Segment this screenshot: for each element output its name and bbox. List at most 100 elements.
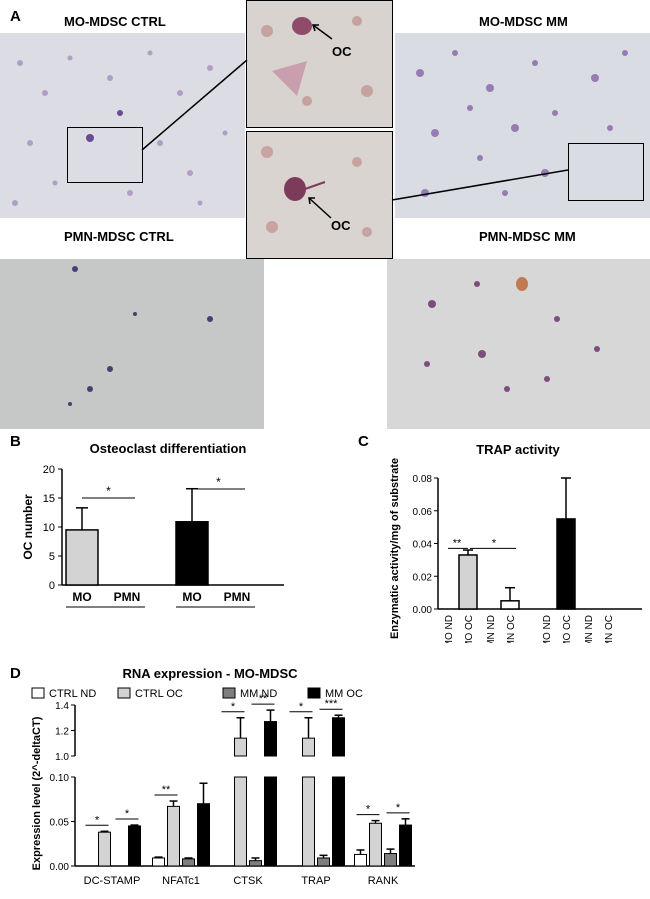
micrograph-pmn-ctrl (0, 259, 264, 429)
chart-d-legend-label: MM ND (240, 688, 277, 700)
zoom-connector-lines (141, 59, 569, 201)
chart-b-ylabel: OC number (21, 494, 35, 560)
chart-d-x-tick-label: NFATc1 (162, 875, 200, 887)
chart-c-x-tick-label: PMN OC (604, 615, 615, 643)
micrograph-mo-mm (395, 33, 650, 218)
chart-d-legend-label: CTRL ND (49, 688, 96, 700)
chart-c-bar (458, 554, 478, 610)
inset-bottom-image (247, 132, 392, 258)
chart-d-bar (128, 825, 141, 867)
chart-d-significance-mark: * (95, 814, 100, 826)
chart-b-group-label: CTRL MDSC (73, 612, 138, 613)
chart-c-x-tick-label: MO ND (542, 615, 553, 643)
chart-d-significance-mark: * (231, 701, 236, 713)
inset-top: OC (246, 0, 393, 128)
chart-d-bar (98, 831, 111, 867)
oc-label-bottom: OC (331, 218, 351, 233)
micrograph-mo-ctrl (0, 33, 245, 218)
chart-d-bar (399, 824, 412, 867)
chart-d-bar (369, 822, 382, 867)
chart-d-x-tick-label: DC-STAMP (84, 875, 141, 887)
chart-d-bar (264, 721, 277, 757)
chart-d-significance-mark: * (125, 808, 130, 820)
chart-b-significance-mark: * (216, 475, 221, 489)
chart-c-title: TRAP activity (476, 442, 560, 457)
chart-c-y-tick-label: 0.08 (413, 474, 433, 485)
chart-d-significance-mark: *** (325, 698, 339, 710)
chart-c-y-tick-label: 0.00 (413, 605, 433, 616)
chart-d-bar (354, 853, 367, 867)
chart-d-x-tick-label: CTSK (233, 875, 263, 887)
label-pmn-ctrl: PMN-MDSC CTRL (64, 229, 174, 244)
chart-d-bar (197, 803, 210, 867)
chart-d-bar (182, 858, 195, 867)
chart-b-y-tick-label: 15 (43, 493, 55, 505)
label-pmn-mm: PMN-MDSC MM (479, 229, 576, 244)
chart-b-y-tick-label: 20 (43, 464, 55, 476)
chart-d-y-tick-label: 1.2 (55, 727, 69, 738)
micrograph-pmn-ctrl-image (0, 259, 264, 429)
chart-d-y-tick-label: 0.05 (50, 818, 70, 829)
chart-c-y-tick-label: 0.06 (413, 507, 433, 518)
chart-d-bar (317, 857, 330, 867)
chart-b-bar (65, 529, 99, 586)
chart-d-bar (234, 776, 247, 867)
chart-c-x-tick-label: MO OC (464, 615, 475, 643)
chart-d-rna: RNA expression - MO-MDSC CTRL ND CTRL OC MM… (31, 666, 415, 887)
chart-d-y-tick-label: 0.00 (50, 862, 70, 873)
chart-d-legend-label: MM OC (325, 688, 363, 700)
chart-b-title: Osteoclast differentiation (90, 441, 247, 456)
chart-d-bar (302, 737, 315, 757)
chart-c-x-tick-label: PMN ND (486, 615, 497, 643)
chart-d-y-tick-label: 1.0 (55, 752, 69, 763)
chart-d-bar (234, 737, 247, 757)
inset-bottom: OC (246, 131, 393, 259)
chart-d-significance-mark: * (366, 804, 371, 816)
oc-arrow-top (311, 24, 333, 40)
chart-c-y-tick-label: 0.02 (413, 572, 433, 583)
chart-c-x-tick-label: PMN OC (506, 615, 517, 643)
chart-d-bar (167, 805, 180, 867)
chart-b-osteoclast: Osteoclast differentiation 0 5 10 15 20 OC num… (21, 441, 284, 613)
chart-d-x-tick-label: TRAP (301, 875, 330, 887)
chart-d-legend-swatch (307, 687, 321, 699)
panel-c-letter: C (358, 433, 369, 450)
chart-b-group-label: MM MDSC (188, 612, 242, 613)
chart-b-y-tick-label: 10 (43, 522, 55, 534)
chart-b-x-tick-label: PMN (114, 590, 141, 604)
chart-d-bar (249, 860, 262, 867)
chart-b-x-tick-label: PMN (224, 590, 251, 604)
chart-c-significance-mark: ** (453, 537, 462, 549)
chart-c-x-tick-label: MO OC (562, 615, 573, 643)
chart-b-y-tick-label: 0 (49, 580, 55, 592)
label-mo-mm: MO-MDSC MM (479, 14, 568, 29)
chart-d-ylabel: Expression level (2^-deltaCT) (31, 716, 43, 870)
chart-c-trap: TRAP activity 0.00 0.02 0.04 0.06 0.08 Enzymat… (389, 442, 642, 643)
chart-d-bar (332, 717, 345, 757)
chart-d-y-tick-label: 1.4 (55, 701, 69, 712)
chart-d-bar (332, 776, 345, 867)
chart-c-x-tick-label: PMN ND (584, 615, 595, 643)
chart-d-bar (302, 776, 315, 867)
zoom-box-mo-ctrl (67, 127, 143, 183)
inset-top-image (247, 1, 392, 127)
chart-d-significance-mark: * (299, 701, 304, 713)
micrograph-pmn-mm (387, 259, 650, 429)
chart-d-significance-mark: ** (259, 693, 268, 705)
chart-d-bar (384, 853, 397, 867)
chart-d-legend-label: CTRL OC (135, 688, 183, 700)
chart-d-bar (264, 776, 277, 867)
chart-b-significance-mark: * (106, 484, 111, 498)
chart-d-legend-swatch (222, 687, 236, 699)
chart-d-significance-mark: * (396, 802, 401, 814)
zoom-box-mo-mm (568, 143, 644, 201)
panel-d-letter: D (10, 665, 21, 682)
oc-label-top: OC (332, 44, 352, 59)
label-mo-ctrl: MO-MDSC CTRL (64, 14, 166, 29)
chart-c-significance-mark: * (492, 537, 497, 549)
chart-d-x-tick-label: RANK (368, 875, 399, 887)
chart-d-legend-swatch (31, 687, 45, 699)
chart-c-y-tick-label: 0.04 (413, 540, 433, 551)
chart-c-bar (500, 600, 520, 610)
panel-a-letter: A (10, 8, 21, 25)
